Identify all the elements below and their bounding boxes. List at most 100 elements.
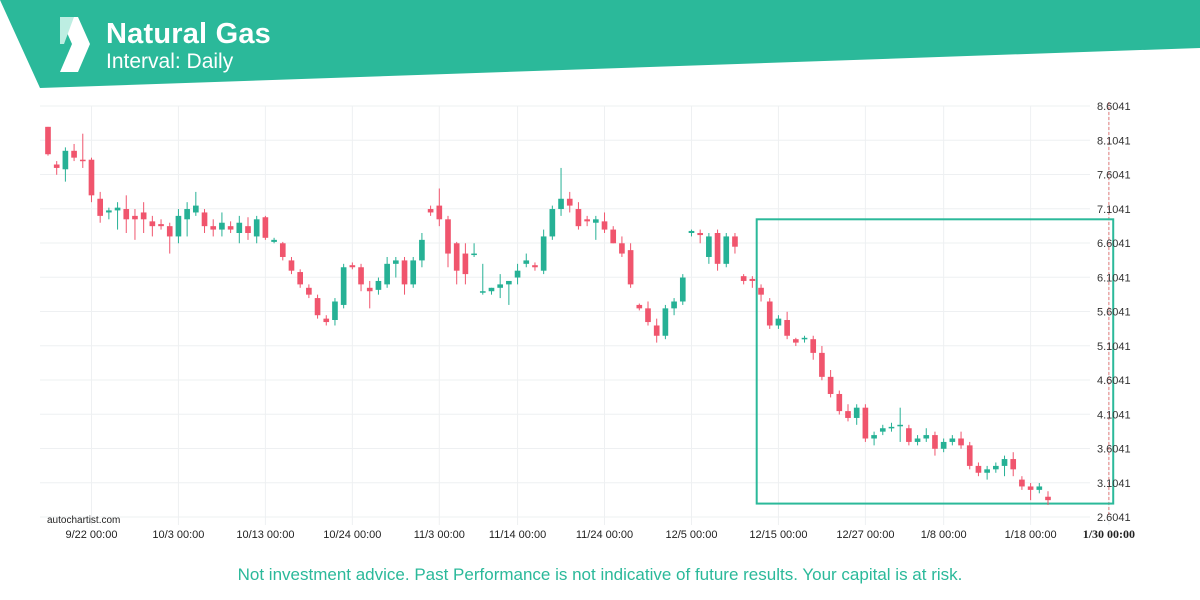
candle	[375, 277, 382, 295]
candle-body	[845, 411, 851, 418]
candle	[966, 441, 973, 470]
instrument-title: Natural Gas	[106, 18, 271, 50]
candle-body	[940, 441, 947, 449]
candle	[862, 404, 869, 442]
candle-body	[784, 320, 790, 336]
candle	[166, 222, 173, 254]
candle-body	[419, 239, 425, 261]
candle-body	[436, 205, 443, 220]
candle	[766, 298, 773, 329]
candle-body	[462, 253, 469, 275]
candle-body	[853, 407, 860, 418]
y-tick-label: 4.6041	[1097, 375, 1131, 387]
candle	[932, 431, 938, 456]
x-axis: 9/22 00:00 10/3 00:00 10/13 00:00 10/24 00:…	[65, 527, 1135, 541]
candle-body	[984, 469, 990, 473]
candle-body	[201, 212, 208, 227]
y-tick-label: 6.6041	[1097, 238, 1131, 250]
candle-body	[479, 291, 486, 293]
candle-body	[558, 198, 564, 210]
candle	[619, 236, 625, 257]
candle	[671, 298, 677, 316]
candle-body	[175, 215, 182, 237]
candle	[740, 274, 747, 285]
candle	[558, 167, 564, 216]
candle	[288, 256, 295, 275]
candle-body	[619, 243, 625, 254]
candle	[958, 431, 964, 449]
candle-body	[297, 272, 303, 285]
candle-body	[71, 150, 77, 158]
candle	[479, 263, 486, 295]
candle	[514, 263, 521, 285]
candle-body	[132, 215, 138, 220]
candle-body	[671, 301, 677, 309]
candle	[175, 209, 182, 244]
candle-body	[697, 233, 703, 236]
candle	[775, 315, 782, 329]
candle-body	[1045, 496, 1051, 501]
candle	[549, 205, 556, 240]
candle-body	[219, 222, 225, 230]
interval-label: Interval: Daily	[106, 50, 234, 73]
candle	[1001, 455, 1008, 477]
candle	[401, 256, 408, 295]
candle-body	[775, 318, 782, 326]
candle-body	[488, 287, 495, 292]
candle	[688, 229, 695, 237]
candle	[436, 188, 443, 227]
candle-body	[210, 226, 217, 230]
candle-body	[384, 263, 390, 285]
candle-body	[427, 209, 434, 213]
candle-body	[827, 376, 834, 394]
candle	[393, 256, 399, 278]
candle	[62, 147, 69, 182]
candle	[123, 195, 130, 234]
candle	[497, 274, 503, 299]
candle-body	[679, 277, 686, 302]
candle	[410, 256, 417, 288]
candle	[914, 435, 921, 446]
candle-body	[45, 126, 51, 155]
candle-body	[184, 209, 190, 220]
candle	[419, 233, 425, 268]
candle-body	[897, 424, 903, 427]
candle-body	[245, 226, 251, 234]
candle	[262, 215, 269, 240]
header-banner	[0, 0, 1200, 88]
candle	[45, 126, 51, 156]
y-tick-label: 7.1041	[1097, 204, 1131, 216]
candle	[219, 212, 225, 237]
candle	[923, 428, 930, 442]
candle	[323, 315, 330, 326]
candle-body	[871, 435, 877, 439]
candle-body	[993, 465, 999, 470]
candle-body	[193, 205, 199, 213]
candle-body	[366, 287, 373, 292]
candle-body	[323, 318, 330, 323]
candle	[1019, 476, 1025, 490]
candle-body	[810, 339, 817, 353]
candle-body	[601, 221, 608, 230]
candle	[1045, 491, 1051, 505]
candle-body	[227, 226, 234, 230]
y-tick-label: 4.1041	[1097, 409, 1131, 421]
candle	[158, 219, 164, 230]
candle	[1010, 452, 1017, 477]
candle-body	[1027, 486, 1034, 490]
candle-body	[610, 229, 617, 244]
candle	[236, 215, 243, 244]
candle-body	[140, 212, 147, 220]
candle-body	[532, 265, 538, 268]
candle	[879, 424, 886, 436]
candle	[488, 287, 495, 295]
candle	[723, 233, 730, 268]
candle-body	[836, 393, 843, 412]
candle-body	[566, 198, 573, 206]
banner-shape	[0, 0, 1200, 88]
candle-body	[523, 260, 530, 264]
y-tick-label: 8.1041	[1097, 135, 1131, 147]
candle-body	[627, 250, 634, 285]
candle-body	[332, 301, 338, 321]
